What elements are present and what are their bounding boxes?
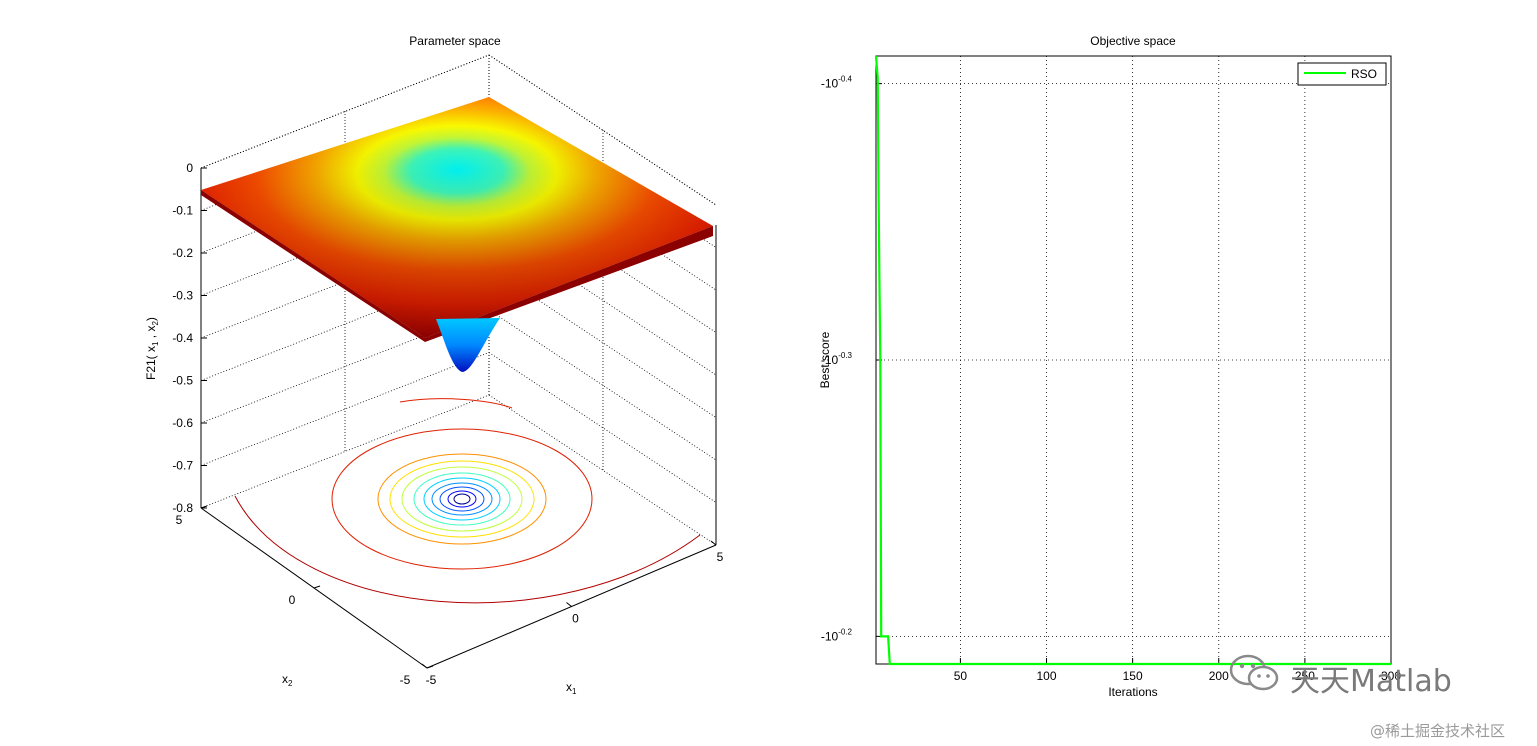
contour-ring xyxy=(447,490,477,508)
contour-outer xyxy=(234,495,701,604)
z-gridline-right xyxy=(488,54,717,206)
contour-back xyxy=(399,398,513,409)
z-gridline-left xyxy=(200,352,490,466)
z-tick-label: -0.4 xyxy=(172,331,193,345)
contour-ring xyxy=(377,453,547,545)
contour-ring xyxy=(423,477,501,521)
y-tick-mark xyxy=(313,585,321,589)
z-tick-label: -0.3 xyxy=(172,289,193,303)
watermark-footer: @稀土掘金技术社区 xyxy=(1370,722,1506,740)
plot-area xyxy=(875,55,1392,665)
y-axis-label: x2 xyxy=(282,672,293,688)
z-tick-label: 0 xyxy=(186,161,193,175)
x-tick-label: 150 xyxy=(1123,669,1143,683)
y-tick-mark xyxy=(200,505,208,509)
x-tick-label: 5 xyxy=(717,550,724,564)
surface-shade xyxy=(201,97,713,338)
y-tick-label: -10-0.2 xyxy=(821,627,853,643)
z-tick-label: -0.6 xyxy=(172,416,193,430)
contour-projection xyxy=(234,398,701,604)
contour-ring xyxy=(401,466,523,532)
x-tick-mark xyxy=(566,602,572,607)
z-gridline-left xyxy=(200,139,490,254)
x-tick-label: 0 xyxy=(572,612,579,626)
iterations-label: Iterations xyxy=(1108,685,1157,699)
z-gridline-left xyxy=(200,267,490,381)
x-axis-label: x1 xyxy=(566,680,577,696)
surface-plot: Parameter space 0 -0.1 -0.2 -0.3 -0.4 -0.5 -0.… xyxy=(144,34,724,696)
convergence-plot: Objective space 50 100 150 200 250 300 -10-0.… xyxy=(818,34,1401,699)
y-tick-label: -10-0.4 xyxy=(821,75,853,91)
y-tick-mark xyxy=(426,665,434,669)
z-tick-label: -0.2 xyxy=(172,246,193,260)
surface-funnel xyxy=(436,318,500,372)
z-gridline-left xyxy=(200,394,490,509)
surface-title: Parameter space xyxy=(409,34,501,48)
series-line-rso xyxy=(874,55,1391,666)
watermark-brand: 天天Matlab xyxy=(1290,664,1452,699)
contour-ring xyxy=(431,482,493,516)
y-tick-label: 0 xyxy=(289,593,296,607)
x-axis-ticks: -5 0 5 xyxy=(421,540,724,687)
z-tick-label: -0.7 xyxy=(172,459,193,473)
x-tick-label: -5 xyxy=(426,673,437,687)
convergence-gridlines xyxy=(876,56,1392,664)
convergence-title: Objective space xyxy=(1090,34,1176,48)
contour-ring xyxy=(439,486,485,512)
score-ticks: -10-0.4 -10-0.3 -10-0.2 xyxy=(821,75,882,643)
best-score-label: Best score xyxy=(818,331,832,388)
z-axis-label: F21( x1 , x2) xyxy=(144,317,160,380)
contour-ring xyxy=(331,428,593,570)
convergence-series xyxy=(874,55,1391,666)
x-tick-label: 200 xyxy=(1209,669,1229,683)
y-axis-ticks: -5 0 5 xyxy=(176,505,434,687)
z-gridline-left xyxy=(200,309,490,424)
contour-ring xyxy=(453,493,471,505)
y-tick-label: -10-0.3 xyxy=(821,351,853,367)
z-gridline-right xyxy=(488,309,717,461)
legend-label-rso: RSO xyxy=(1351,67,1377,81)
x-tick-label: 300 xyxy=(1381,669,1401,683)
y-tick-label: 5 xyxy=(176,513,183,527)
z-gridline-right xyxy=(488,394,717,546)
surface-edge xyxy=(201,190,713,342)
z-tick-label: -0.8 xyxy=(172,501,193,515)
z-gridline-right xyxy=(488,352,717,503)
y-tick-label: -5 xyxy=(400,673,411,687)
legend: RSO xyxy=(1297,62,1387,86)
x-tick-label: 50 xyxy=(954,669,968,683)
wechat-icon xyxy=(1228,650,1282,694)
z-tick-label: -0.5 xyxy=(172,374,193,388)
x-tick-mark xyxy=(421,663,428,669)
contour-ring xyxy=(413,472,511,526)
z-tick-label: -0.1 xyxy=(172,204,193,218)
x-tick-mark xyxy=(710,540,717,546)
z-gridline-left xyxy=(200,182,490,296)
z-axis-ticks: 0 -0.1 -0.2 -0.3 -0.4 -0.5 -0.6 -0.7 -0.8 xyxy=(172,161,207,515)
x-tick-label: 100 xyxy=(1037,669,1057,683)
x-tick-label: 250 xyxy=(1295,669,1315,683)
contour-ring xyxy=(389,460,535,538)
iterations-ticks: 50 100 150 200 250 300 xyxy=(954,658,1401,683)
z-gridline-left xyxy=(200,224,490,339)
z-gridline-left xyxy=(200,54,490,169)
